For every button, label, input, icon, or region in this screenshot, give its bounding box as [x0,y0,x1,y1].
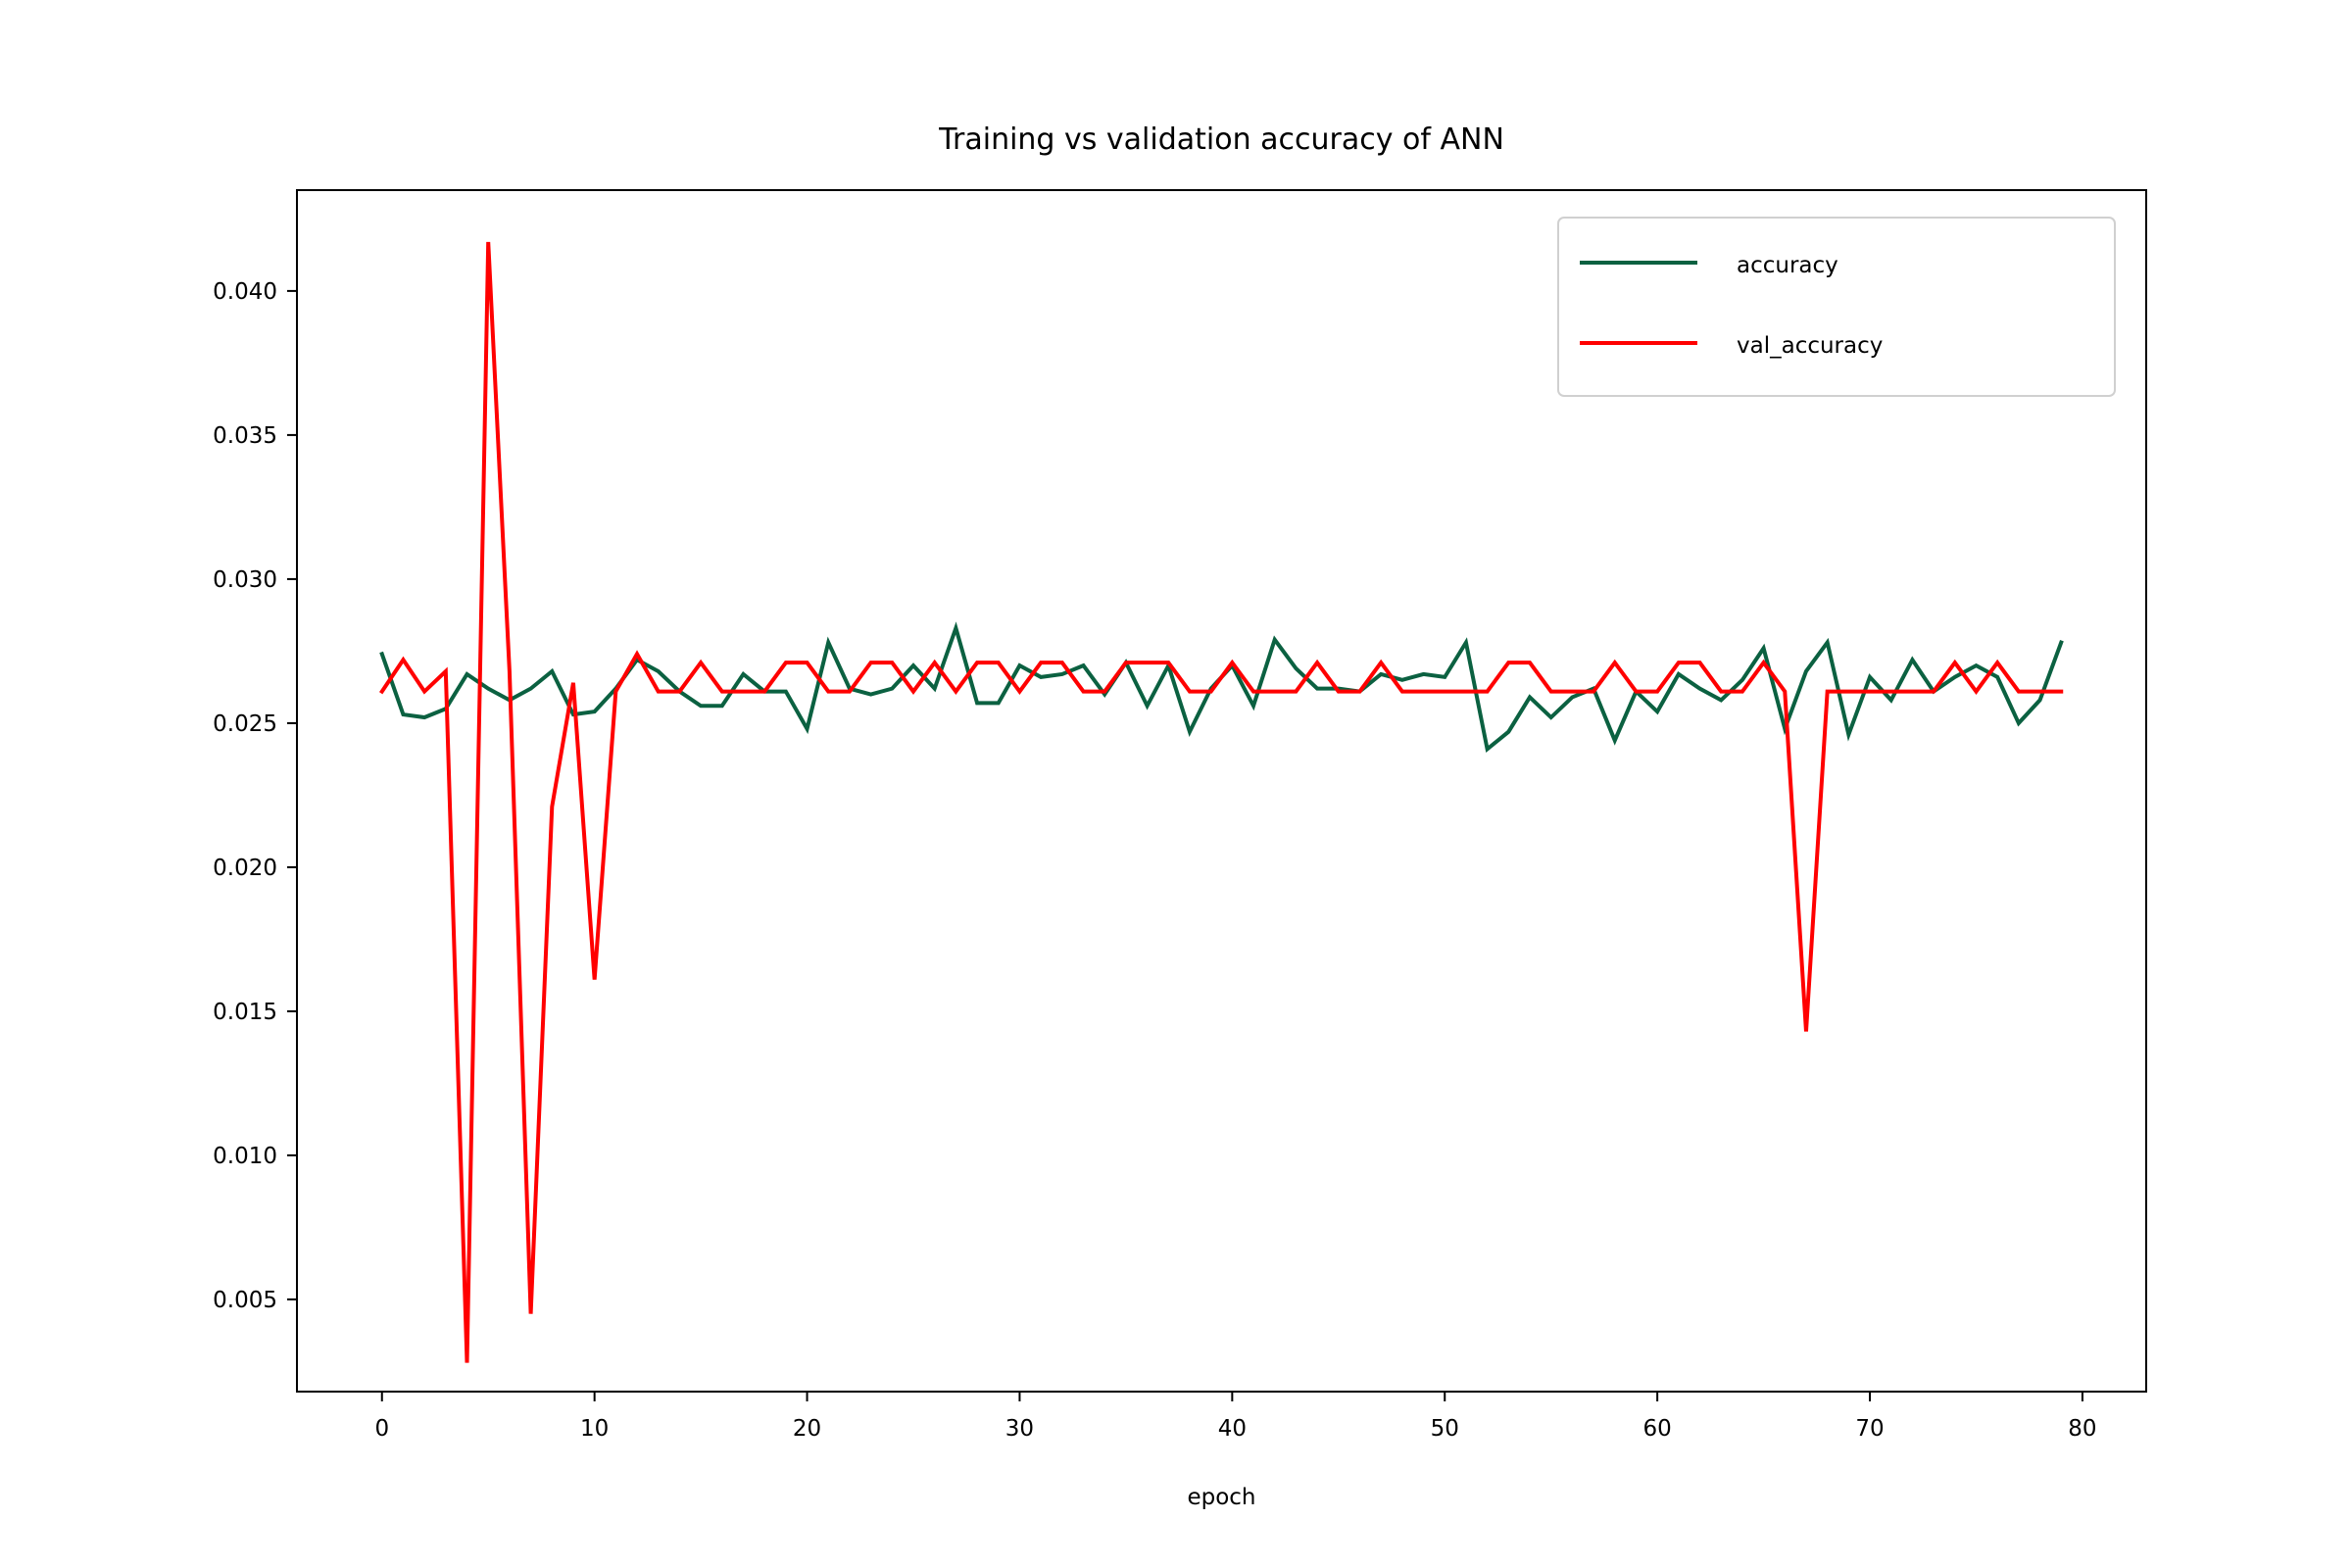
y-tick-label: 0.040 [213,279,277,305]
x-tick-label: 60 [1642,1416,1671,1442]
x-axis-label: epoch [1187,1485,1255,1510]
x-tick-label: 30 [1005,1416,1034,1442]
x-axis: 0 10 20 30 40 50 60 70 80 [374,1392,2097,1442]
plot-area [296,189,2147,1393]
chart-title: Training vs validation accuracy of ANN [938,122,1504,157]
x-tick-label: 70 [1855,1416,1884,1442]
y-axis: 0.005 0.010 0.015 0.020 0.025 0.030 0.035 0.040 [213,279,297,1313]
legend: accuracy val_accuracy [1557,217,2116,397]
x-tick-label: 40 [1218,1416,1247,1442]
x-tick-label: 50 [1431,1416,1459,1442]
series-line-val-accuracy [378,241,2064,1363]
y-tick-label: 0.005 [213,1288,277,1313]
y-tick-label: 0.030 [213,567,277,593]
y-tick-label: 0.035 [213,423,277,449]
x-tick-label: 10 [580,1416,609,1442]
y-tick-label: 0.015 [213,1000,277,1025]
y-tick-label: 0.025 [213,711,277,737]
legend-box [1557,217,2116,397]
y-tick-label: 0.020 [213,856,277,881]
x-tick-label: 0 [374,1416,389,1442]
x-tick-label: 80 [2068,1416,2096,1442]
series-layer [378,241,2064,1363]
y-tick-label: 0.010 [213,1144,277,1169]
legend-label-accuracy: accuracy [1737,253,1838,278]
x-tick-label: 20 [793,1416,821,1442]
legend-label-val-accuracy: val_accuracy [1737,333,1883,359]
